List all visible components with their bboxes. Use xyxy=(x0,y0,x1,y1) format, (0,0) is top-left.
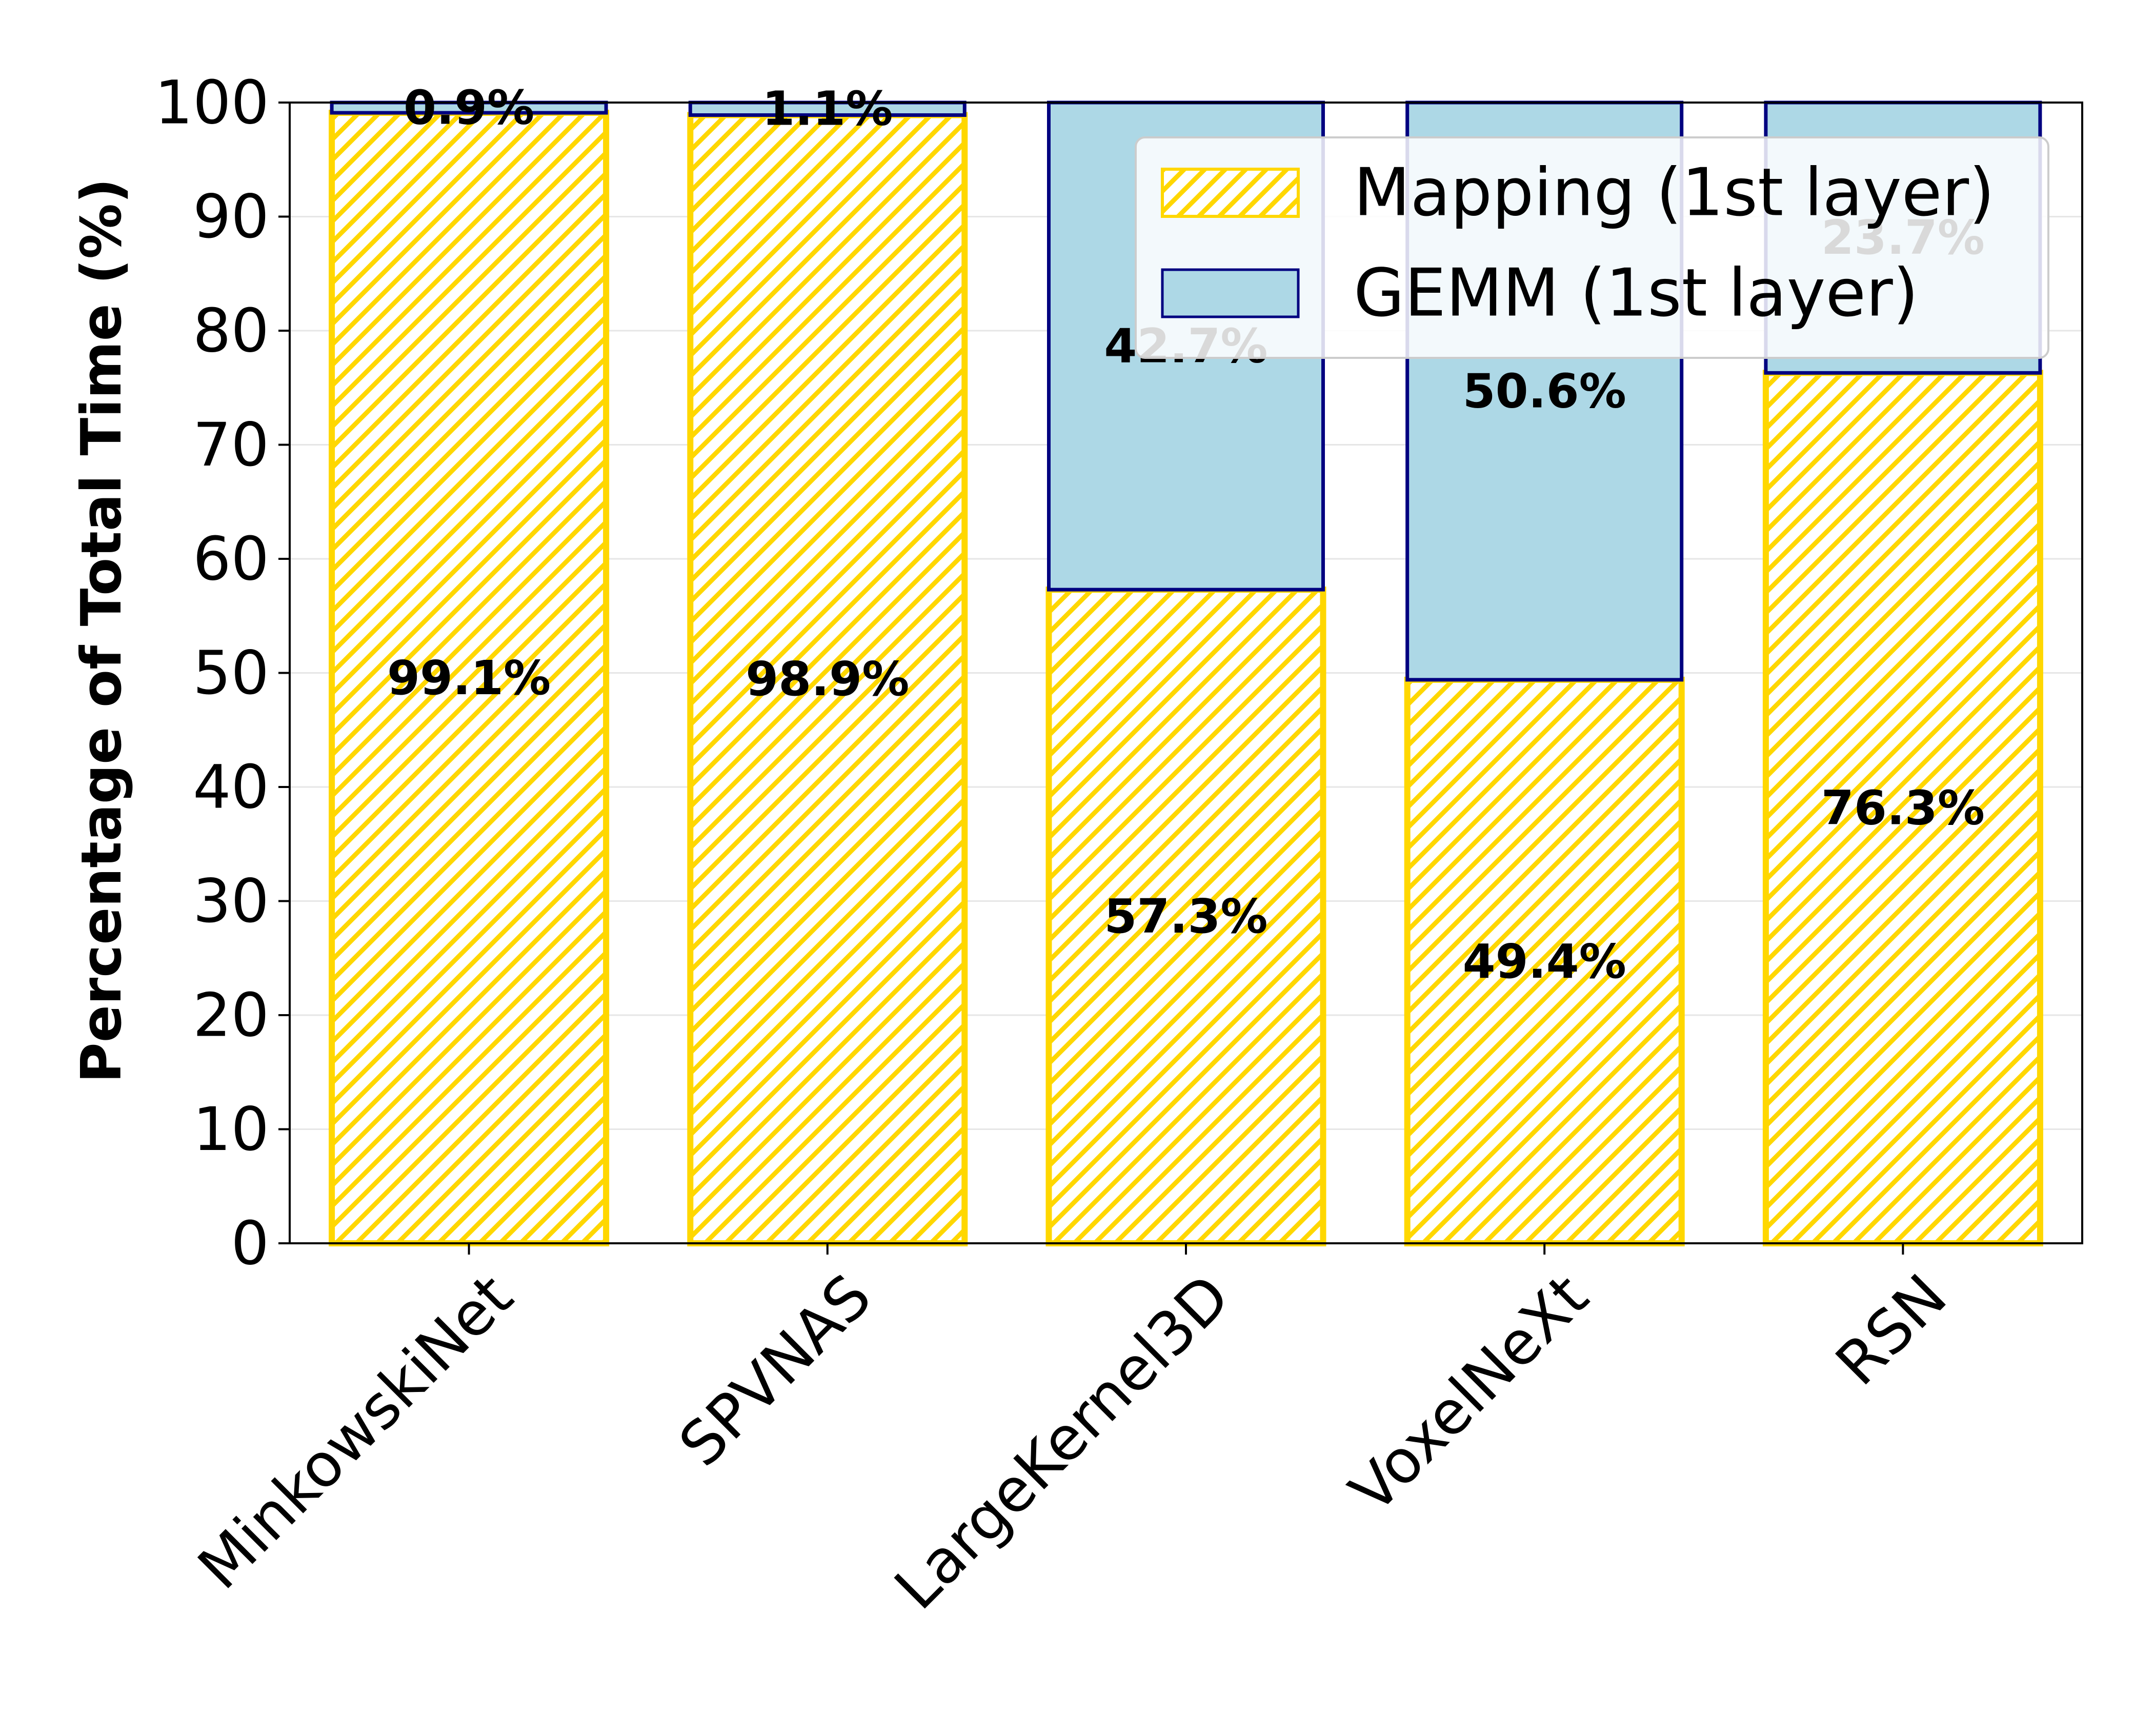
y-tick-label: 90 xyxy=(193,181,269,252)
y-axis-title: Percentage of Total Time (%) xyxy=(70,178,134,1083)
x-tick-label: VoxelNeXt xyxy=(1336,1261,1601,1526)
y-tick-label: 0 xyxy=(231,1208,269,1279)
y-tick-label: 10 xyxy=(193,1094,269,1164)
legend-label-gemm: GEMM (1st layer) xyxy=(1354,255,1919,332)
x-tick-label: LargeKernel3D xyxy=(881,1261,1243,1623)
bar-mapping xyxy=(1404,676,1685,1246)
data-label-gemm: 50.6% xyxy=(1463,364,1626,418)
bar-mapping xyxy=(687,112,968,1246)
y-tick-label: 20 xyxy=(193,980,269,1051)
data-label-mapping: 99.1% xyxy=(387,651,551,705)
y-tick-label: 40 xyxy=(193,752,269,822)
legend-swatch-gemm xyxy=(1161,268,1300,318)
legend-box xyxy=(1135,136,2049,359)
bars xyxy=(329,100,2043,1247)
y-tick-label: 100 xyxy=(155,68,269,138)
y-tick-label: 50 xyxy=(193,638,269,708)
x-tick-label: SPVNAS xyxy=(666,1261,884,1480)
data-label-mapping: 98.9% xyxy=(746,652,909,706)
bar-mapping xyxy=(329,110,610,1247)
bar-mapping xyxy=(1045,587,1326,1246)
x-tick-label: RSN xyxy=(1822,1261,1960,1399)
y-tick-label: 80 xyxy=(193,296,269,366)
legend-label-mapping: Mapping (1st layer) xyxy=(1354,155,1995,231)
y-tick-label: 70 xyxy=(193,410,269,480)
data-label-gemm: 1.1% xyxy=(762,82,893,136)
data-label-mapping: 57.3% xyxy=(1104,889,1267,944)
legend-swatch-mapping xyxy=(1161,168,1300,218)
y-tick-label: 30 xyxy=(193,866,269,936)
x-tick-label: MinkowskiNet xyxy=(185,1261,526,1603)
data-label-mapping: 76.3% xyxy=(1821,781,1985,836)
bar-mapping xyxy=(1762,370,2043,1247)
data-label-gemm: 0.9% xyxy=(404,80,534,135)
legend: Mapping (1st layer) GEMM (1st layer) xyxy=(1135,136,2049,359)
data-label-mapping: 49.4% xyxy=(1463,934,1626,989)
y-tick-label: 60 xyxy=(193,524,269,594)
